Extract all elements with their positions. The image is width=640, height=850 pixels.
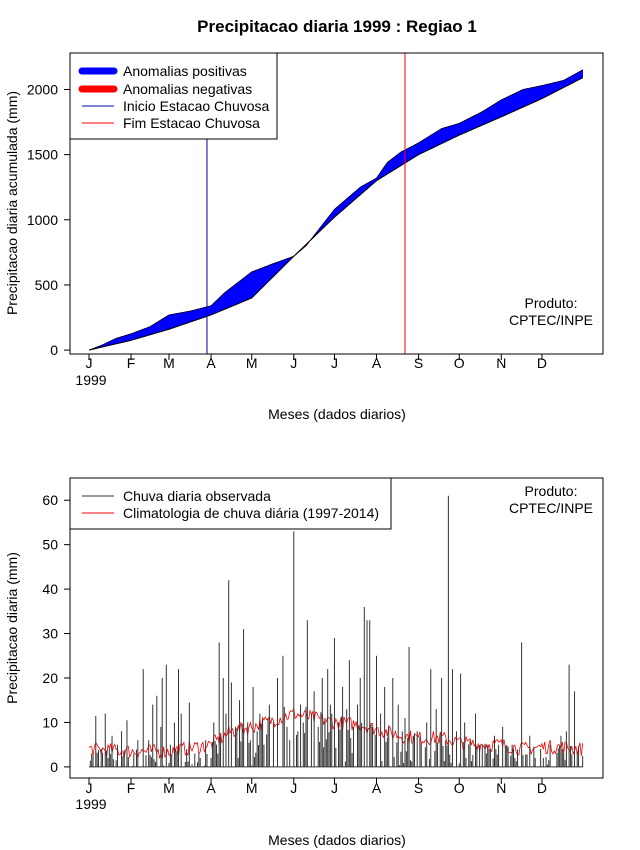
top-x-axis-label: Meses (dados diarios) [268,406,406,422]
positive-anomaly-segment [581,69,583,79]
month-tick-label: J [290,355,297,371]
y-tick-label: 30 [42,626,58,642]
bottom-y-axis: 0 10 20 30 40 50 60 [42,492,70,775]
top-area-layer [88,69,583,351]
legend-label-season-start: Inicio Estacao Chuvosa [123,98,270,114]
y-tick-label: 40 [42,581,58,597]
month-tick-label: J [85,780,92,796]
y-tick-label: 500 [35,277,59,293]
y-tick-label: 60 [42,492,58,508]
month-tick-label: F [127,355,136,371]
month-tick-label: D [537,355,547,371]
month-tick-label: A [206,780,216,796]
month-tick-label: A [206,355,216,371]
legend-label-negative: Anomalias negativas [123,81,252,97]
month-tick-label: J [331,780,338,796]
top-y-axis-label: Precipitacao diaria acumulada (mm) [4,91,20,315]
bottom-credit-line2: CPTEC/INPE [509,500,593,516]
month-tick-label: J [290,780,297,796]
daily-rain-bars [88,495,584,768]
month-tick-label: M [163,355,175,371]
month-tick-label: S [414,355,423,371]
month-tick-label: A [372,780,382,796]
y-tick-label: 1500 [27,147,58,163]
month-tick-label: M [246,355,258,371]
observed-cumulative-line [88,69,583,351]
month-tick-label: O [454,355,465,371]
legend-label-observed: Chuva diaria observada [123,488,271,504]
legend-label-season-end: Fim Estacao Chuvosa [123,115,260,131]
y-tick-label: 10 [42,714,58,730]
climatology-cumulative-line [88,77,583,351]
bottom-legend: Chuva diaria observada Climatologia de c… [69,477,392,530]
month-tick-label: F [127,780,136,796]
bottom-credit-line1: Produto: [525,483,578,499]
month-tick-label: J [331,355,338,371]
month-tick-label: M [246,780,258,796]
top-credit-line2: CPTEC/INPE [509,312,593,328]
top-credit-line1: Produto: [525,295,578,311]
month-tick-label: N [496,780,506,796]
month-tick-label: M [163,780,175,796]
y-tick-label: 0 [50,342,58,358]
bottom-year-label: 1999 [75,796,106,812]
top-y-axis: 0 500 1000 1500 2000 [27,81,70,358]
bottom-legend-box [69,477,392,530]
top-year-label: 1999 [75,372,106,388]
month-tick-label: N [496,355,506,371]
month-tick-label: A [372,355,382,371]
bottom-x-axis-label: Meses (dados diarios) [268,832,406,848]
y-tick-label: 50 [42,537,58,553]
chart-title: Precipitacao diaria 1999 : Regiao 1 [197,17,477,36]
y-tick-label: 0 [50,759,58,775]
month-tick-label: D [537,780,547,796]
top-plot-frame [69,52,604,355]
month-tick-label: J [85,355,92,371]
month-tick-label: O [454,780,465,796]
top-legend: Anomalias positivas Anomalias negativas … [69,52,278,140]
bottom-y-axis-label: Precipitacao diaria (mm) [4,552,20,704]
month-tick-label: S [414,780,423,796]
legend-label-positive: Anomalias positivas [123,63,247,79]
legend-label-climatology: Climatologia de chuva diária (1997-2014) [123,505,379,521]
y-tick-label: 20 [42,670,58,686]
y-tick-label: 1000 [27,212,58,228]
y-tick-label: 2000 [27,81,58,97]
top-legend-box [69,52,278,140]
